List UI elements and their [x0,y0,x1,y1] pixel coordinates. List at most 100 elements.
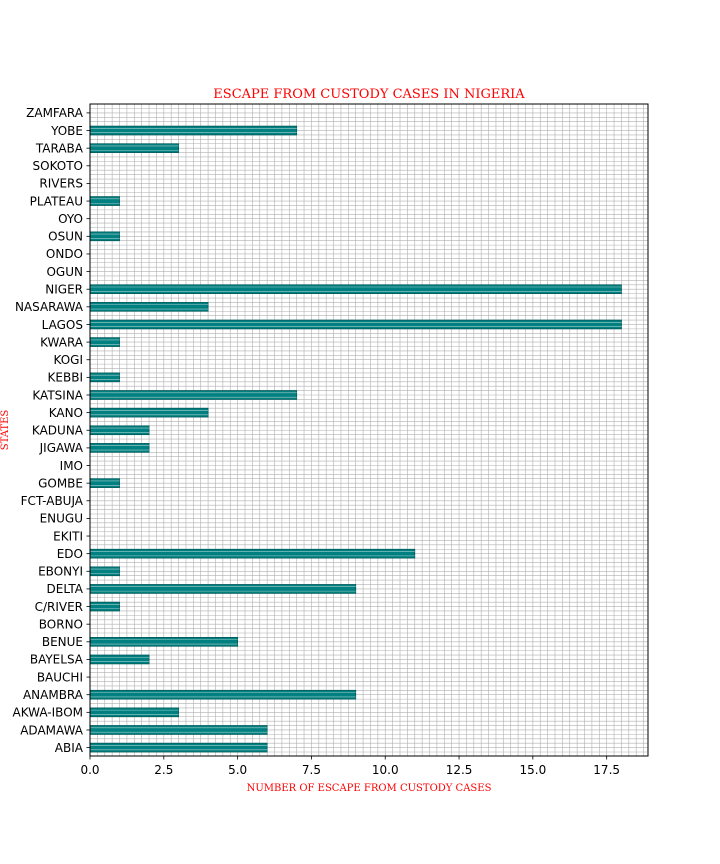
x-tick-label: 17.5 [593,763,620,777]
bar [89,637,239,647]
bar-kano [89,407,209,418]
bar-lagos [89,319,622,330]
y-tick-label: BORNO [39,617,83,631]
bar-adamawa [89,725,268,735]
bar-ebonyi [89,566,120,577]
bar [89,584,357,594]
bar-c/river [89,601,120,612]
y-tick-label: PLATEAU [30,194,83,208]
bar-akwa-ibom [89,707,179,718]
bar-anambra [89,689,357,700]
bar [89,407,209,418]
x-tick-label: 15.0 [519,763,546,777]
y-tick-label: NASARAWA [15,300,84,314]
bar [89,319,622,330]
bar-osun [89,231,120,242]
y-axis-ticks: ABIA ADAMAWA AKWA-IBOM ANAMBRA BAUCHI BAYELSA… [13,106,90,755]
y-tick-label: BENUE [42,635,83,649]
y-tick-label: TARABA [35,141,84,155]
x-axis-title: NUMBER OF ESCAPE FROM CUSTODY CASES [247,783,492,794]
bar [89,196,120,206]
y-tick-label: DELTA [47,582,84,596]
bar-katsina [89,390,298,400]
bar [89,443,150,453]
bar-edo [89,548,416,559]
y-tick-label: KOGI [54,353,84,367]
y-tick-label: YOBE [50,124,83,138]
bar-abia [89,742,268,753]
x-tick-label: 5.0 [228,763,247,777]
y-tick-label: KEBBI [48,371,83,385]
y-axis-title: STATES [0,410,11,451]
x-tick-label: 7.5 [302,763,321,777]
y-tick-label: BAYELSA [30,653,84,667]
bar [89,689,357,700]
bar-taraba [89,143,179,153]
bar-bayelsa [89,654,150,665]
bar-kebbi [89,372,120,383]
x-tick-label: 0.0 [80,763,99,777]
bar-kaduna [89,425,150,436]
y-tick-label: SOKOTO [33,159,84,173]
y-tick-label: IMO [60,459,83,473]
bar-delta [89,584,357,594]
bar-jigawa [89,443,150,453]
x-tick-label: 12.5 [446,763,473,777]
y-tick-label: BAUCHI [37,670,83,684]
bar [89,390,298,400]
bar [89,372,120,383]
y-tick-label: OYO [58,212,83,226]
y-tick-label: ONDO [46,247,83,261]
y-tick-label: JIGAWA [39,441,84,455]
bar [89,742,268,753]
y-tick-label: EBONYI [38,565,83,579]
x-axis-ticks: 0.0 2.5 5.0 7.5 10.0 12.5 15.0 17.5 [80,756,620,777]
y-tick-label: ZAMFARA [26,106,84,120]
bar [89,478,120,488]
bar-nasarawa [89,302,209,312]
bar [89,601,120,612]
bar-plateau [89,196,120,206]
x-tick-label: 10.0 [372,763,399,777]
y-tick-label: OGUN [46,265,83,279]
bar [89,566,120,577]
chart-title: ESCAPE FROM CUSTODY CASES IN NIGERIA [213,87,525,102]
y-tick-label: FCT-ABUJA [21,494,84,508]
bar-benue [89,637,239,647]
y-tick-label: ANAMBRA [23,688,84,702]
y-tick-label: C/RIVER [35,600,83,614]
bar [89,125,298,136]
y-tick-label: KATSINA [32,388,83,402]
bar [89,548,416,559]
bar [89,725,268,735]
bar [89,707,179,718]
bar-kwara [89,337,120,347]
x-tick-label: 2.5 [154,763,173,777]
bar [89,337,120,347]
y-tick-label: ENUGU [40,512,83,526]
y-tick-label: LAGOS [42,318,83,332]
bar [89,425,150,436]
y-tick-label: RIVERS [39,177,83,191]
bar-gombe [89,478,120,488]
y-tick-label: ADAMAWA [20,723,84,737]
y-tick-label: EDO [57,547,83,561]
y-tick-label: GOMBE [38,476,83,490]
bar [89,143,179,153]
y-tick-label: NIGER [45,283,83,297]
bar-yobe [89,125,298,136]
bar [89,231,120,242]
bar [89,302,209,312]
y-tick-label: EKITI [53,529,83,543]
y-tick-label: ABIA [55,741,84,755]
y-tick-label: OSUN [48,230,83,244]
bar [89,654,150,665]
y-tick-label: KANO [49,406,83,420]
y-tick-label: KWARA [40,335,84,349]
bar-niger [89,284,622,295]
bar [89,284,622,295]
grid [89,103,648,756]
y-tick-label: KADUNA [32,424,84,438]
y-tick-label: AKWA-IBOM [13,706,84,720]
